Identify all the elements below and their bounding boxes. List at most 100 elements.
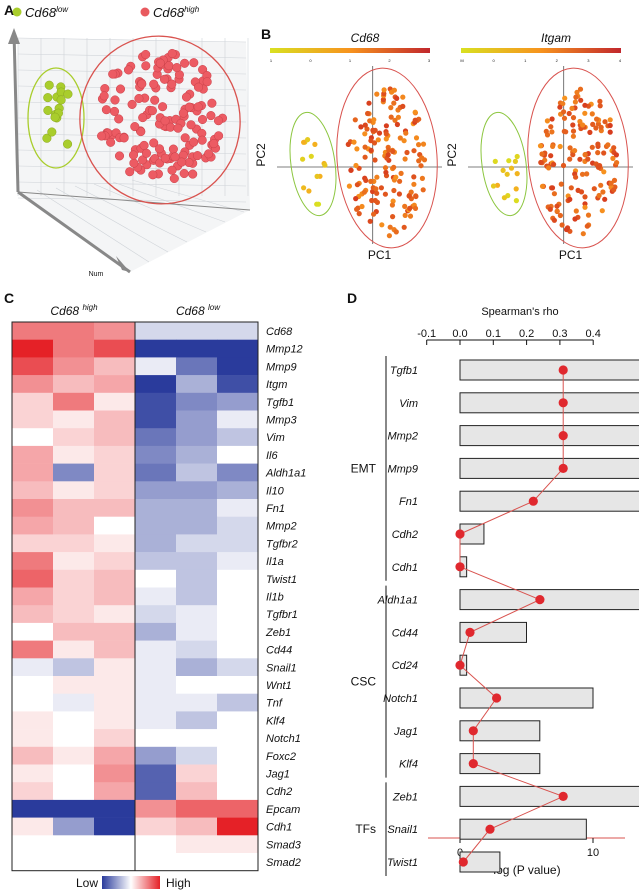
point-high bbox=[411, 181, 417, 187]
heatmap-cell bbox=[217, 322, 259, 340]
point-high bbox=[101, 105, 111, 115]
colorbar-tick: 3 bbox=[428, 58, 431, 63]
point-high bbox=[557, 104, 563, 110]
heatmap-cell bbox=[12, 392, 54, 411]
point-high bbox=[386, 147, 392, 153]
heatmap-cell bbox=[135, 729, 177, 748]
heatmap-row-label: Tnf bbox=[266, 698, 283, 710]
heatmap-row-label: Cdh2 bbox=[266, 786, 292, 798]
point-high bbox=[607, 117, 613, 123]
point-high bbox=[593, 125, 599, 131]
heatmap-cell bbox=[176, 445, 218, 464]
heatmap-cell bbox=[94, 835, 136, 854]
point-high bbox=[358, 124, 364, 130]
gridline bbox=[131, 179, 245, 213]
point-high bbox=[362, 154, 368, 160]
heatmap-cell bbox=[12, 799, 54, 818]
point-low bbox=[501, 195, 507, 201]
point-high bbox=[192, 151, 203, 161]
top-tick-label: -0.1 bbox=[417, 328, 436, 340]
point-high bbox=[570, 115, 577, 121]
point-high bbox=[408, 189, 414, 195]
point-low bbox=[500, 167, 506, 173]
heatmap-row-label: Foxc2 bbox=[266, 751, 296, 763]
pca-xlabel: PC1 bbox=[368, 248, 392, 262]
point-high bbox=[202, 77, 212, 87]
point-high bbox=[570, 128, 577, 134]
rho-point bbox=[558, 463, 568, 473]
point-high bbox=[353, 196, 359, 202]
heatmap-cell bbox=[217, 605, 259, 624]
heatmap-cell bbox=[135, 445, 177, 464]
point-high bbox=[572, 148, 578, 154]
point-high bbox=[411, 174, 417, 180]
heatmap-cell bbox=[135, 410, 177, 429]
ellipse-low bbox=[27, 67, 85, 169]
point-high bbox=[599, 208, 605, 214]
heatmap-cell bbox=[94, 339, 136, 358]
panel-d-letter: D bbox=[347, 290, 358, 306]
heatmap-cell bbox=[217, 782, 259, 801]
heatmap-cell bbox=[217, 534, 259, 553]
heatmap-cell bbox=[176, 392, 218, 411]
heatmap-cell bbox=[12, 445, 54, 464]
heatmap-cell bbox=[217, 640, 259, 659]
point-high bbox=[549, 129, 555, 135]
point-high bbox=[582, 194, 588, 200]
point-high bbox=[149, 138, 159, 148]
bottom-tick-label: 10 bbox=[587, 847, 599, 859]
point-high bbox=[610, 155, 616, 161]
point-high bbox=[372, 127, 378, 133]
legend-dot bbox=[140, 7, 150, 17]
point-high bbox=[589, 144, 595, 150]
point-high bbox=[173, 123, 183, 133]
heatmap-cell bbox=[176, 640, 218, 659]
point-high bbox=[180, 58, 190, 68]
point-low bbox=[504, 171, 510, 177]
heatmap-cell bbox=[135, 711, 177, 730]
heatmap-cell bbox=[217, 853, 259, 871]
heatmap-cell bbox=[176, 782, 218, 801]
point-high bbox=[567, 196, 573, 202]
point-low bbox=[47, 127, 57, 137]
point-high bbox=[580, 231, 586, 237]
point-low bbox=[44, 80, 54, 90]
point-high bbox=[539, 151, 545, 157]
heatmap-cell bbox=[176, 481, 218, 500]
heatmap-row-label: Il10 bbox=[266, 485, 285, 497]
point-high bbox=[548, 153, 554, 159]
heatmap-cell bbox=[12, 605, 54, 624]
heatmap-cell bbox=[135, 463, 177, 482]
heatmap-row-label: Il1b bbox=[266, 592, 284, 604]
point-high bbox=[354, 182, 360, 188]
point-low bbox=[490, 183, 497, 189]
point-high bbox=[354, 206, 360, 212]
point-high bbox=[127, 99, 137, 109]
panel-a-letter: A bbox=[4, 2, 15, 18]
heatmap-cell bbox=[12, 693, 54, 712]
heatmap-row-label: Tgfbr1 bbox=[266, 609, 298, 621]
ellipse-high bbox=[336, 67, 438, 249]
heatmap-cell bbox=[176, 428, 218, 447]
point-high bbox=[148, 170, 158, 180]
point-high bbox=[394, 121, 400, 128]
point-high bbox=[137, 79, 147, 89]
point-high bbox=[391, 187, 397, 194]
point-high bbox=[178, 108, 188, 118]
heatmap-row-label: Fn1 bbox=[266, 503, 285, 515]
category-label: Aldh1a1 bbox=[377, 595, 418, 607]
point-high bbox=[345, 141, 351, 147]
heatmap-cell bbox=[53, 375, 95, 394]
point-high bbox=[197, 114, 208, 125]
category-label: Klf4 bbox=[399, 759, 418, 771]
heatmap-row-label: Cd44 bbox=[266, 645, 292, 657]
heatmap-cell bbox=[176, 676, 218, 694]
point-low bbox=[514, 153, 520, 160]
heatmap-cell bbox=[217, 339, 259, 358]
point-high bbox=[406, 193, 412, 199]
category-label: Mmp9 bbox=[387, 463, 418, 475]
point-high bbox=[412, 109, 418, 115]
category-label: Mmp2 bbox=[387, 431, 418, 443]
point-high bbox=[589, 111, 595, 117]
heatmap-cell bbox=[94, 605, 136, 624]
